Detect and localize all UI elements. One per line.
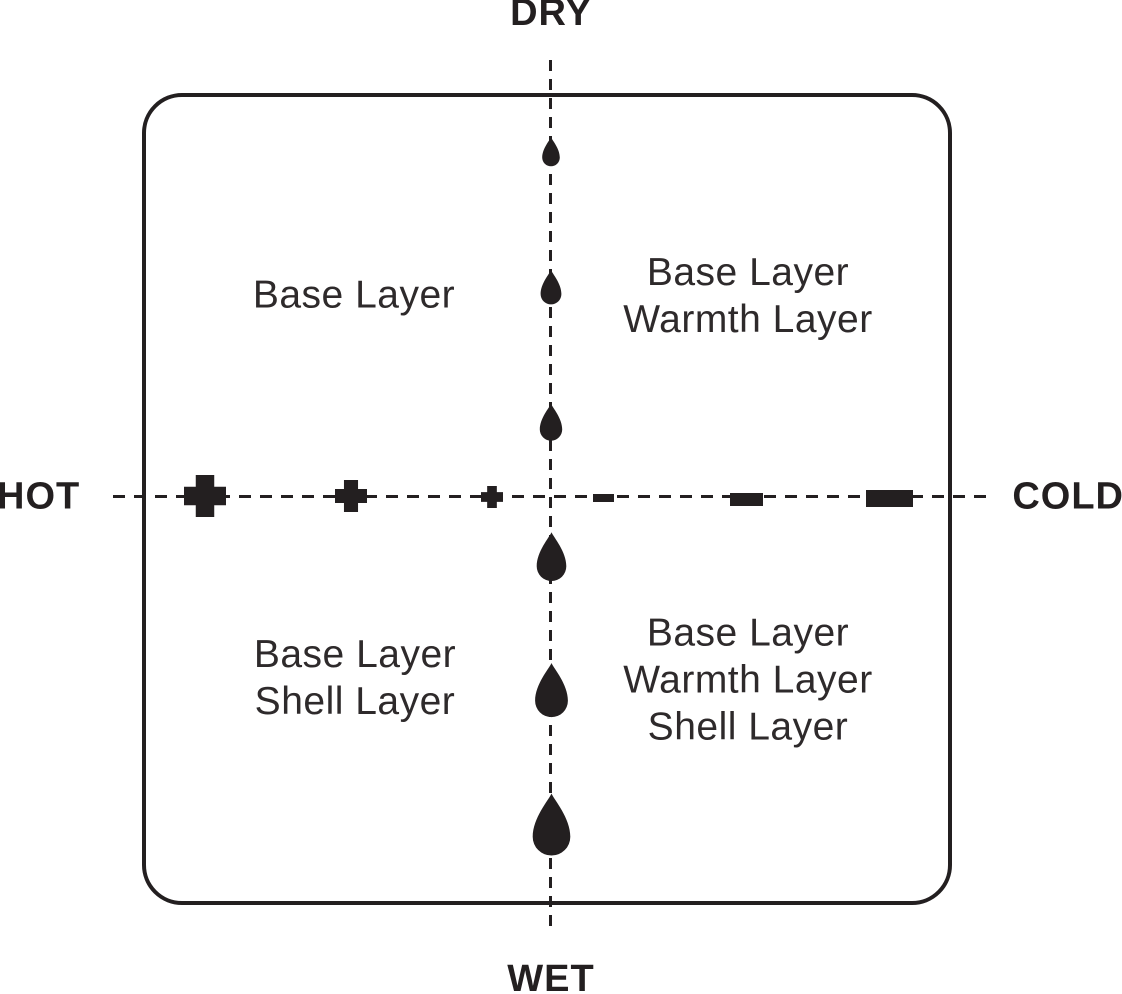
plus-icon [184,475,226,517]
axis-label-wet: WET [507,958,595,994]
plus-icon [335,480,367,512]
quadrant-top-right: Base Layer Warmth Layer [623,249,872,343]
water-drop-icon [539,403,563,441]
minus-icon [592,494,614,502]
quadrant-label-line: Shell Layer [647,705,849,749]
axis-label-hot: HOT [0,475,81,518]
quadrant-label-line: Warmth Layer [623,658,873,702]
plus-icon [481,486,503,508]
minus-icon [865,489,913,507]
water-drop-icon [540,269,562,304]
quadrant-label-line: Shell Layer [254,680,456,723]
water-drop-icon [536,532,566,582]
quadrant-label-line: Warmth Layer [623,298,873,341]
axis-label-dry: DRY [510,0,592,34]
temperature-axis-dashed-line [113,495,990,498]
quadrant-label-line: Base Layer [646,251,850,294]
water-drop-icon [532,793,570,856]
quadrant-label-line: Base Layer [253,633,457,676]
quadrant-label-line: Base Layer [646,611,850,655]
quadrant-top-left: Base Layer [253,272,455,319]
water-drop-icon [542,137,560,167]
quadrant-border-box [142,93,952,905]
axis-label-cold: COLD [1012,475,1122,518]
quadrant-bottom-left: Base Layer Shell Layer [254,631,456,725]
quadrant-label-line: Base Layer [252,273,456,317]
water-drop-icon [534,662,568,717]
minus-icon [729,492,763,506]
quadrant-bottom-right: Base Layer Warmth Layer Shell Layer [623,610,872,751]
